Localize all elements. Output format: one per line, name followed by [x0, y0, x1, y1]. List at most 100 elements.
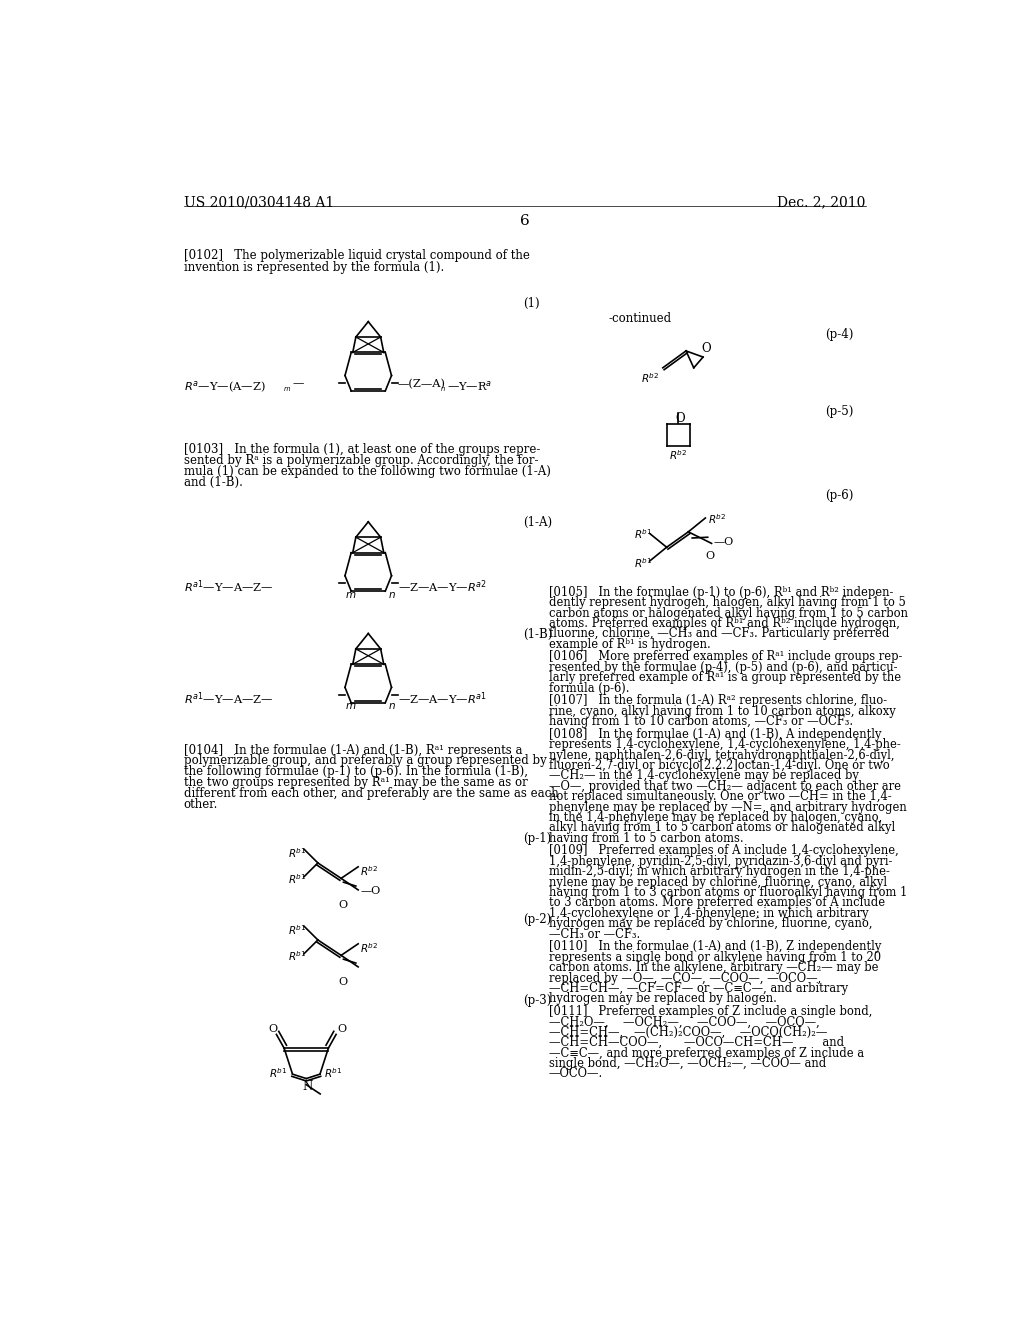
Text: midin-2,5-diyl; in which arbitrary hydrogen in the 1,4-phe-: midin-2,5-diyl; in which arbitrary hydro… — [549, 866, 890, 878]
Text: —OCO—.: —OCO—. — [549, 1068, 603, 1080]
Text: $R^{b2}$: $R^{b2}$ — [708, 512, 726, 525]
Text: [0102]   The polymerizable liquid crystal compound of the: [0102] The polymerizable liquid crystal … — [183, 249, 529, 263]
Text: polymerizable group, and preferably a group represented by: polymerizable group, and preferably a gr… — [183, 755, 547, 767]
Text: O: O — [706, 552, 715, 561]
Text: —O—, provided that two —CH₂— adjacent to each other are: —O—, provided that two —CH₂— adjacent to… — [549, 780, 901, 793]
Text: $_m$: $_m$ — [283, 385, 291, 393]
Text: 1,4-phenylene, pyridin-2,5-diyl, pyridazin-3,6-diyl and pyri-: 1,4-phenylene, pyridin-2,5-diyl, pyridaz… — [549, 855, 892, 867]
Text: O: O — [675, 412, 685, 425]
Text: $_n$: $_n$ — [440, 385, 446, 393]
Text: the two groups represented by Rᵃ¹ may be the same as or: the two groups represented by Rᵃ¹ may be… — [183, 776, 527, 789]
Text: [0107]   In the formula (1-A) Rᵃ² represents chlorine, fluo-: [0107] In the formula (1-A) Rᵃ² represen… — [549, 694, 887, 708]
Text: other.: other. — [183, 797, 218, 810]
Text: (p-4): (p-4) — [825, 327, 854, 341]
Text: carbon atoms or halogenated alkyl having from 1 to 5 carbon: carbon atoms or halogenated alkyl having… — [549, 607, 908, 619]
Text: carbon atoms. In the alkylene, arbitrary —CH₂— may be: carbon atoms. In the alkylene, arbitrary… — [549, 961, 879, 974]
Text: 1,4-cyclohexylene or 1,4-phenylene; in which arbitrary: 1,4-cyclohexylene or 1,4-phenylene; in w… — [549, 907, 868, 920]
Text: [0103]   In the formula (1), at least one of the groups repre-: [0103] In the formula (1), at least one … — [183, 444, 541, 457]
Text: resented by the formulae (p-4), (p-5) and (p-6), and particu-: resented by the formulae (p-4), (p-5) an… — [549, 661, 897, 673]
Text: $m$: $m$ — [345, 590, 356, 599]
Text: example of Rᵇ¹ is hydrogen.: example of Rᵇ¹ is hydrogen. — [549, 638, 711, 651]
Text: fluoren-2,7-diyl or bicyclo[2.2.2]octan-1,4-diyl. One or two: fluoren-2,7-diyl or bicyclo[2.2.2]octan-… — [549, 759, 890, 772]
Text: —Y—R$^a$: —Y—R$^a$ — [446, 379, 492, 392]
Text: phenylene may be replaced by —N=, and arbitrary hydrogen: phenylene may be replaced by —N=, and ar… — [549, 800, 906, 813]
Text: N: N — [302, 1080, 312, 1093]
Text: [0104]   In the formulae (1-A) and (1-B), Rᵃ¹ represents a: [0104] In the formulae (1-A) and (1-B), … — [183, 743, 522, 756]
Text: fluorine, chlorine, —CH₃ and —CF₃. Particularly preferred: fluorine, chlorine, —CH₃ and —CF₃. Parti… — [549, 627, 889, 640]
Text: $R^{b1}$: $R^{b1}$ — [289, 949, 307, 964]
Text: [0109]   Preferred examples of A include 1,4-cyclohexylene,: [0109] Preferred examples of A include 1… — [549, 845, 899, 858]
Text: O: O — [268, 1023, 278, 1034]
Text: [0110]   In the formulae (1-A) and (1-B), Z independently: [0110] In the formulae (1-A) and (1-B), … — [549, 940, 882, 953]
Text: —CH=CH—, —CF=CF— or —C≡C—, and arbitrary: —CH=CH—, —CF=CF— or —C≡C—, and arbitrary — [549, 982, 848, 995]
Text: O: O — [338, 1023, 347, 1034]
Text: $R^a$—Y—(A—Z): $R^a$—Y—(A—Z) — [183, 379, 265, 393]
Text: $R^{b1}$: $R^{b1}$ — [289, 923, 307, 937]
Text: $R^{b1}$: $R^{b1}$ — [289, 873, 307, 886]
Text: and (1-B).: and (1-B). — [183, 475, 243, 488]
Text: —Z—A—Y—$R^{a2}$: —Z—A—Y—$R^{a2}$ — [397, 578, 486, 595]
Text: mula (1) can be expanded to the following two formulae (1-A): mula (1) can be expanded to the followin… — [183, 465, 551, 478]
Text: $R^{a1}$—Y—A—Z—: $R^{a1}$—Y—A—Z— — [183, 578, 273, 595]
Text: [0111]   Preferred examples of Z include a single bond,: [0111] Preferred examples of Z include a… — [549, 1005, 872, 1018]
Text: the following formulae (p-1) to (p-6). In the formula (1-B),: the following formulae (p-1) to (p-6). I… — [183, 766, 527, 779]
Text: single bond, —CH₂O—, —OCH₂—, —COO— and: single bond, —CH₂O—, —OCH₂—, —COO— and — [549, 1057, 826, 1071]
Text: O: O — [338, 900, 347, 909]
Text: —CH₃ or —CF₃.: —CH₃ or —CF₃. — [549, 928, 640, 941]
Text: in the 1,4-phenylene may be replaced by halogen, cyano,: in the 1,4-phenylene may be replaced by … — [549, 810, 882, 824]
Text: —C≡C—, and more preferred examples of Z include a: —C≡C—, and more preferred examples of Z … — [549, 1047, 864, 1060]
Text: hydrogen may be replaced by halogen.: hydrogen may be replaced by halogen. — [549, 993, 776, 1006]
Text: formula (p-6).: formula (p-6). — [549, 681, 630, 694]
Text: —CH₂O—,    —OCH₂—,    —COO—,    —OCO—,: —CH₂O—, —OCH₂—, —COO—, —OCO—, — [549, 1015, 819, 1028]
Text: atoms. Preferred examples of Rᵇ¹ and Rᵇ² include hydrogen,: atoms. Preferred examples of Rᵇ¹ and Rᵇ²… — [549, 616, 900, 630]
Text: invention is represented by the formula (1).: invention is represented by the formula … — [183, 261, 444, 273]
Text: [0105]   In the formulae (p-1) to (p-6), Rᵇ¹ and Rᵇ² indepen-: [0105] In the formulae (p-1) to (p-6), R… — [549, 586, 893, 599]
Text: —Z—A—Y—$R^{a1}$: —Z—A—Y—$R^{a1}$ — [397, 690, 486, 708]
Text: US 2010/0304148 A1: US 2010/0304148 A1 — [183, 195, 334, 210]
Text: (p-3): (p-3) — [523, 994, 552, 1007]
Text: sented by Rᵃ is a polymerizable group. Accordingly, the for-: sented by Rᵃ is a polymerizable group. A… — [183, 454, 539, 467]
Text: represents 1,4-cyclohexylene, 1,4-cyclohexenylene, 1,4-phe-: represents 1,4-cyclohexylene, 1,4-cycloh… — [549, 738, 900, 751]
Text: hydrogen may be replaced by chlorine, fluorine, cyano,: hydrogen may be replaced by chlorine, fl… — [549, 917, 872, 931]
Text: 6: 6 — [520, 214, 529, 228]
Text: $R^{b2}$: $R^{b2}$ — [641, 372, 659, 385]
Text: [0106]   More preferred examples of Rᵃ¹ include groups rep-: [0106] More preferred examples of Rᵃ¹ in… — [549, 651, 902, 664]
Text: $R^{b2}$: $R^{b2}$ — [669, 449, 687, 462]
Text: having from 1 to 5 carbon atoms.: having from 1 to 5 carbon atoms. — [549, 832, 743, 845]
Text: $m$: $m$ — [345, 701, 356, 711]
Text: not replaced simultaneously. One or two —CH= in the 1,4-: not replaced simultaneously. One or two … — [549, 791, 892, 803]
Text: —O: —O — [360, 886, 381, 896]
Text: nylene may be replaced by chlorine, fluorine, cyano, alkyl: nylene may be replaced by chlorine, fluo… — [549, 875, 887, 888]
Text: O: O — [701, 342, 711, 355]
Text: (1-A): (1-A) — [523, 516, 552, 529]
Text: having from 1 to 10 carbon atoms, —CF₃ or —OCF₃.: having from 1 to 10 carbon atoms, —CF₃ o… — [549, 715, 853, 729]
Text: dently represent hydrogen, halogen, alkyl having from 1 to 5: dently represent hydrogen, halogen, alky… — [549, 597, 905, 609]
Text: [0108]   In the formulae (1-A) and (1-B), A independently: [0108] In the formulae (1-A) and (1-B), … — [549, 727, 882, 741]
Text: —: — — [292, 379, 304, 388]
Text: $R^{b1}$: $R^{b1}$ — [289, 846, 307, 859]
Text: replaced by —O—, —CO—, —COO—, —OCO—,: replaced by —O—, —CO—, —COO—, —OCO—, — [549, 972, 821, 985]
Text: different from each other, and preferably are the same as each: different from each other, and preferabl… — [183, 787, 558, 800]
Text: having from 1 to 3 carbon atoms or fluoroalkyl having from 1: having from 1 to 3 carbon atoms or fluor… — [549, 886, 907, 899]
Text: (p-2): (p-2) — [523, 913, 552, 927]
Text: (1-B): (1-B) — [523, 628, 553, 642]
Text: $R^{b2}$: $R^{b2}$ — [360, 941, 379, 956]
Text: —CH=CH—,   —(CH₂)₂COO—,    —OCO(CH₂)₂—: —CH=CH—, —(CH₂)₂COO—, —OCO(CH₂)₂— — [549, 1026, 827, 1039]
Text: $n$: $n$ — [388, 590, 395, 599]
Text: to 3 carbon atoms. More preferred examples of A include: to 3 carbon atoms. More preferred exampl… — [549, 896, 885, 909]
Text: (p-6): (p-6) — [825, 490, 854, 503]
Text: rine, cyano, alkyl having from 1 to 10 carbon atoms, alkoxy: rine, cyano, alkyl having from 1 to 10 c… — [549, 705, 896, 718]
Text: —O: —O — [713, 537, 733, 548]
Text: $R^{b1}$: $R^{b1}$ — [634, 557, 652, 570]
Text: $n$: $n$ — [388, 701, 395, 711]
Text: represents a single bond or alkylene having from 1 to 20: represents a single bond or alkylene hav… — [549, 950, 881, 964]
Text: -continued: -continued — [608, 313, 672, 326]
Text: $R^{b1}$: $R^{b1}$ — [269, 1067, 288, 1080]
Text: larly preferred example of Rᵃ¹ is a group represented by the: larly preferred example of Rᵃ¹ is a grou… — [549, 671, 901, 684]
Text: $R^{a1}$—Y—A—Z—: $R^{a1}$—Y—A—Z— — [183, 690, 273, 708]
Text: —CH₂— in the 1,4-cyclohexylene may be replaced by: —CH₂— in the 1,4-cyclohexylene may be re… — [549, 770, 859, 783]
Text: Dec. 2, 2010: Dec. 2, 2010 — [777, 195, 866, 210]
Text: (p-1): (p-1) — [523, 832, 552, 845]
Text: $R^{b2}$: $R^{b2}$ — [360, 865, 379, 878]
Text: O: O — [338, 977, 347, 987]
